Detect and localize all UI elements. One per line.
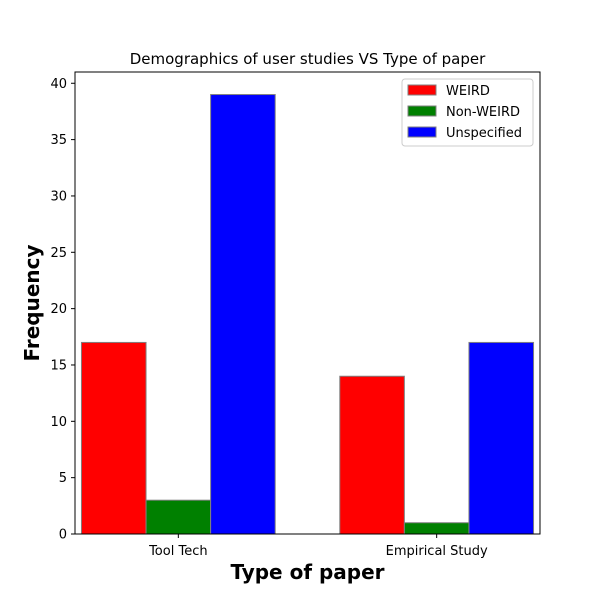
bar-unspecified-1	[468, 341, 535, 535]
y-tick-label: 5	[59, 471, 67, 486]
legend-label: WEIRD	[446, 84, 490, 99]
y-tick-label: 10	[50, 415, 67, 430]
x-tick-label: Tool Tech	[148, 544, 208, 559]
y-axis-label: Frequency	[20, 244, 44, 361]
bar-unspecified-0	[210, 94, 276, 535]
y-tick-label: 25	[50, 246, 67, 261]
y-tick-label: 0	[59, 528, 67, 543]
legend-swatch-weird	[407, 84, 437, 96]
bar-weird-0	[80, 341, 147, 535]
bar-non-weird-1	[403, 522, 470, 535]
x-tick-label: Empirical Study	[386, 544, 488, 559]
y-tick-label: 30	[50, 189, 67, 204]
x-axis-label: Type of paper	[230, 560, 384, 584]
y-tick-label: 40	[50, 77, 67, 92]
bars-group	[80, 94, 535, 535]
y-tick-label: 20	[50, 302, 67, 317]
legend-swatch-non-weird	[407, 105, 437, 117]
y-axis-ticks: 0 5 10 15 20 25 30 35 40	[50, 77, 75, 543]
legend-swatch-unspecified	[407, 126, 437, 138]
legend: WEIRD Non-WEIRD Unspecified	[401, 78, 534, 147]
y-tick-label: 15	[50, 358, 67, 373]
legend-label: Unspecified	[446, 126, 522, 141]
bar-non-weird-0	[145, 499, 212, 535]
y-tick-label: 35	[50, 133, 67, 148]
chart-title: Demographics of user studies VS Type of …	[130, 50, 486, 68]
plot-frame	[74, 71, 541, 535]
bar-weird-1	[339, 375, 405, 535]
x-axis-ticks: Tool Tech Empirical Study	[148, 534, 488, 559]
legend-label: Non-WEIRD	[446, 105, 520, 120]
